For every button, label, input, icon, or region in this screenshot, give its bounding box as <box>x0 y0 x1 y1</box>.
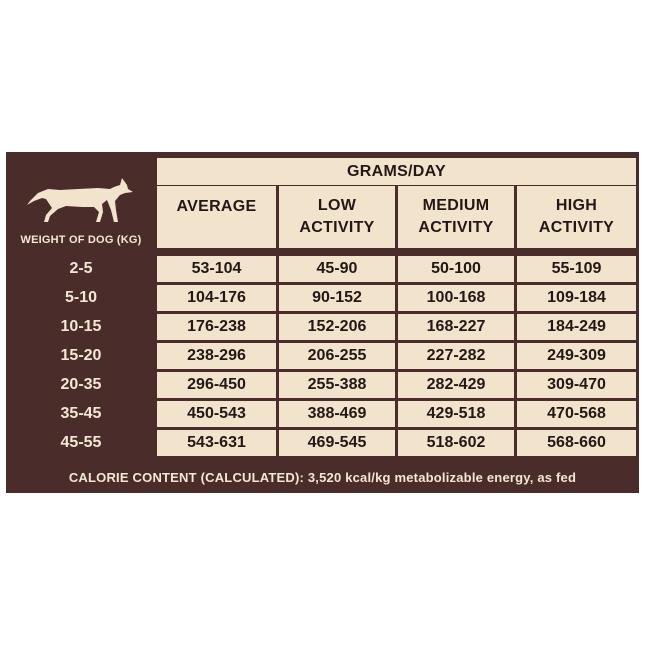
table-cell-high-activity: 55-109 <box>517 256 636 282</box>
weight-label: 20-35 <box>60 376 102 393</box>
table-cell-low-activity: 469-545 <box>279 430 395 456</box>
table-cell-low-activity: 388-469 <box>279 401 395 427</box>
table-cell-medium-activity: 429-518 <box>398 401 514 427</box>
table-cell-high-activity: 109-184 <box>517 285 636 311</box>
table-cell-average: 53-104 <box>157 256 276 282</box>
table-cell-medium-activity: 227-282 <box>398 343 514 369</box>
grams-per-day-header: GRAMS/DAY <box>157 158 636 185</box>
table-cell-low-activity: 255-388 <box>279 372 395 398</box>
table-cell-medium-activity: 168-227 <box>398 314 514 340</box>
table-cell-low-activity: 152-206 <box>279 314 395 340</box>
table-cell-average: 450-543 <box>157 401 276 427</box>
weight-label: 5-10 <box>64 289 98 306</box>
table-cell-medium-activity: 282-429 <box>398 372 514 398</box>
table-cell-high-activity: 568-660 <box>517 430 636 456</box>
column-header-average: AVERAGE <box>157 186 276 248</box>
column-header-line1: LOW <box>317 197 357 214</box>
table-cell-average: 104-176 <box>157 285 276 311</box>
calorie-content-note: CALORIE CONTENT (CALCULATED): 3,520 kcal… <box>68 469 577 485</box>
table-cell-medium-activity: 100-168 <box>398 285 514 311</box>
table-cell-low-activity: 45-90 <box>279 256 395 282</box>
weight-of-dog-header: WEIGHT OF DOG (KG) <box>20 234 142 246</box>
weight-label: 45-55 <box>60 434 102 451</box>
table-cell-low-activity: 90-152 <box>279 285 395 311</box>
weight-label: 2-5 <box>69 260 93 277</box>
weight-label: 10-15 <box>60 318 102 335</box>
column-header-line2: ACTIVITY <box>299 219 375 236</box>
column-header-line1: MEDIUM <box>422 197 490 214</box>
weight-label: 15-20 <box>60 347 102 364</box>
column-header-line2: ACTIVITY <box>418 219 494 236</box>
column-header-line1: AVERAGE <box>176 198 257 215</box>
table-cell-low-activity: 206-255 <box>279 343 395 369</box>
table-cell-high-activity: 309-470 <box>517 372 636 398</box>
dog-silhouette-icon <box>27 178 133 222</box>
table-cell-high-activity: 249-309 <box>517 343 636 369</box>
table-cell-medium-activity: 50-100 <box>398 256 514 282</box>
weight-label: 35-45 <box>60 405 102 422</box>
column-header-low-activity: LOW ACTIVITY <box>279 186 395 248</box>
column-header-line1: HIGH <box>555 197 598 214</box>
feeding-guide-table: WEIGHT OF DOG (KG) GRAMS/DAY AVERAGE LOW… <box>6 152 639 493</box>
table-cell-average: 176-238 <box>157 314 276 340</box>
column-header-line2: ACTIVITY <box>538 219 615 236</box>
table-cell-high-activity: 470-568 <box>517 401 636 427</box>
table-cell-average: 238-296 <box>157 343 276 369</box>
column-header-high-activity: HIGH ACTIVITY <box>517 186 636 248</box>
table-cell-average: 543-631 <box>157 430 276 456</box>
table-cell-medium-activity: 518-602 <box>398 430 514 456</box>
table-cell-high-activity: 184-249 <box>517 314 636 340</box>
table-cell-average: 296-450 <box>157 372 276 398</box>
column-header-medium-activity: MEDIUM ACTIVITY <box>398 186 514 248</box>
